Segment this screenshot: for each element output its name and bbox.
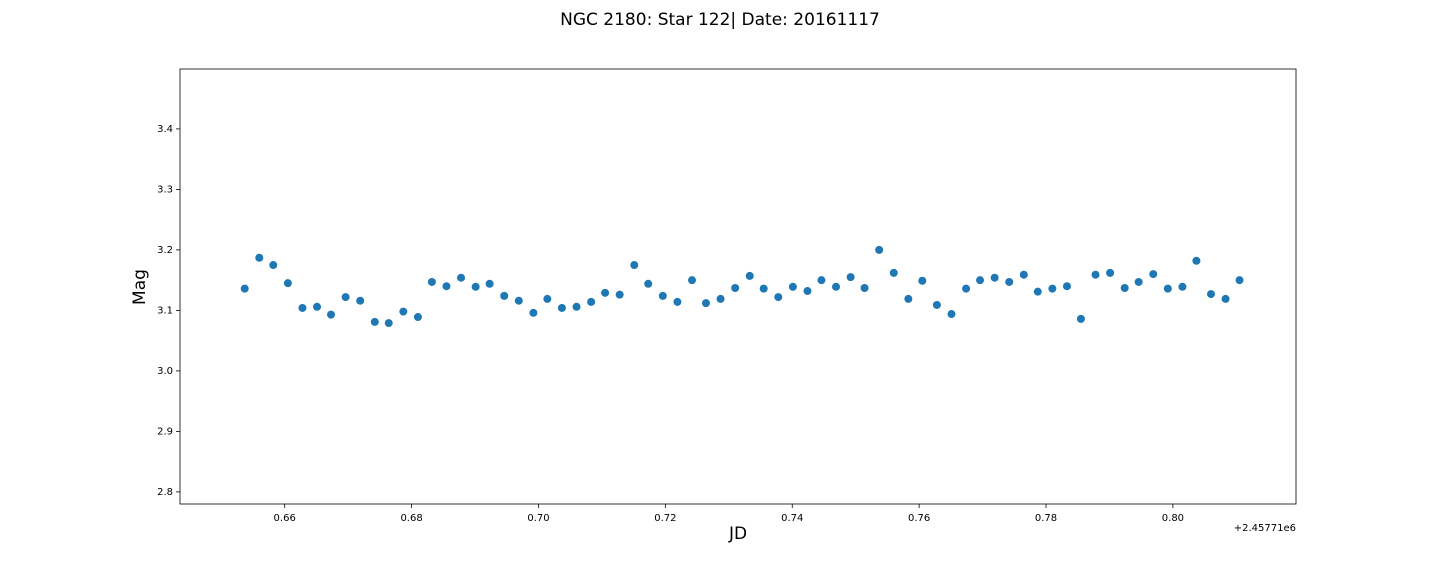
y-tick-label: 3.1 bbox=[157, 305, 173, 316]
point bbox=[1163, 284, 1172, 293]
point bbox=[701, 299, 710, 308]
point bbox=[298, 303, 307, 312]
point bbox=[269, 261, 278, 270]
point bbox=[442, 282, 451, 291]
point bbox=[1005, 277, 1014, 286]
point bbox=[846, 273, 855, 282]
point bbox=[1076, 314, 1085, 323]
point bbox=[326, 310, 335, 319]
point bbox=[817, 276, 826, 285]
point bbox=[962, 284, 971, 293]
point bbox=[543, 294, 552, 303]
point bbox=[572, 302, 581, 311]
point bbox=[803, 287, 812, 296]
point bbox=[615, 290, 624, 299]
point bbox=[1192, 256, 1201, 265]
point bbox=[240, 284, 249, 293]
point bbox=[658, 291, 667, 300]
point bbox=[832, 282, 841, 291]
point bbox=[1134, 277, 1143, 286]
point bbox=[601, 288, 610, 297]
point bbox=[283, 279, 292, 288]
x-tick-label: 0.76 bbox=[908, 513, 930, 524]
point bbox=[1048, 284, 1057, 293]
point bbox=[356, 296, 365, 305]
y-tick-label: 3.3 bbox=[157, 184, 173, 195]
point bbox=[932, 300, 941, 309]
point bbox=[529, 308, 538, 317]
point bbox=[587, 297, 596, 306]
point bbox=[471, 282, 480, 291]
plot-frame bbox=[179, 68, 1297, 505]
point bbox=[976, 276, 985, 285]
point bbox=[889, 268, 898, 277]
x-tick-label: 0.74 bbox=[781, 513, 803, 524]
point bbox=[788, 282, 797, 291]
x-offset-label: +2.45771e6 bbox=[1234, 523, 1296, 534]
point bbox=[774, 293, 783, 302]
x-tick-label: 0.68 bbox=[400, 513, 422, 524]
point bbox=[759, 284, 768, 293]
point bbox=[990, 273, 999, 282]
y-tick-label: 2.9 bbox=[157, 426, 173, 437]
point bbox=[1062, 282, 1071, 291]
point bbox=[557, 303, 566, 312]
point bbox=[1120, 284, 1129, 293]
point bbox=[716, 294, 725, 303]
point bbox=[1019, 270, 1028, 279]
point bbox=[370, 317, 379, 326]
point bbox=[673, 297, 682, 306]
point bbox=[485, 279, 494, 288]
point bbox=[1149, 270, 1158, 279]
y-tick-label: 3.0 bbox=[157, 366, 173, 377]
point bbox=[1235, 276, 1244, 285]
point bbox=[341, 293, 350, 302]
point bbox=[630, 261, 639, 270]
chart-title: NGC 2180: Star 122| Date: 20161117 bbox=[560, 10, 880, 30]
point bbox=[427, 277, 436, 286]
point bbox=[1178, 282, 1187, 291]
x-tick-label: 0.66 bbox=[274, 513, 296, 524]
point bbox=[918, 276, 927, 285]
point bbox=[255, 253, 264, 262]
point bbox=[1106, 268, 1115, 277]
point bbox=[745, 271, 754, 280]
point bbox=[500, 291, 509, 300]
x-tick-label: 0.78 bbox=[1035, 513, 1057, 524]
point bbox=[860, 284, 869, 293]
point bbox=[1033, 287, 1042, 296]
point bbox=[384, 319, 393, 328]
point bbox=[904, 294, 913, 303]
point bbox=[731, 284, 740, 293]
x-tick-label: 0.70 bbox=[527, 513, 549, 524]
point bbox=[947, 310, 956, 319]
point bbox=[1091, 270, 1100, 279]
point bbox=[457, 273, 466, 282]
point bbox=[688, 276, 697, 285]
x-tick-label: 0.72 bbox=[654, 513, 676, 524]
point bbox=[1221, 294, 1230, 303]
y-tick-label: 2.8 bbox=[157, 487, 173, 498]
point bbox=[514, 296, 523, 305]
point bbox=[399, 307, 408, 316]
x-axis-label: JD bbox=[728, 524, 747, 544]
y-axis-label: Mag bbox=[130, 269, 150, 305]
point bbox=[644, 279, 653, 288]
y-tick-label: 3.4 bbox=[157, 124, 173, 135]
point bbox=[1206, 290, 1215, 299]
point bbox=[313, 302, 322, 311]
y-tick-label: 3.2 bbox=[157, 245, 173, 256]
x-tick-label: 0.80 bbox=[1162, 513, 1184, 524]
point bbox=[875, 245, 884, 254]
point bbox=[413, 313, 422, 322]
